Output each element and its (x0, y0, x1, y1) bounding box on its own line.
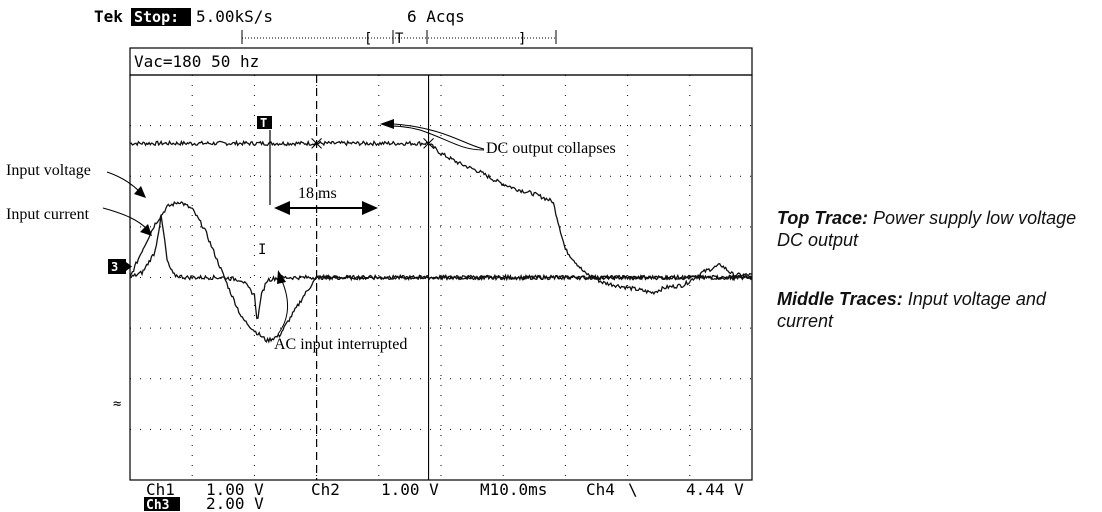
record-bracket-left: [ (364, 31, 372, 47)
svg-text:3: 3 (111, 260, 118, 274)
sample-rate: 5.00kS/s (196, 7, 273, 26)
top-trace-caption: Top Trace: Power supply low voltage DC o… (777, 207, 1102, 251)
waveform-traces (129, 137, 753, 344)
interval-arrow (274, 201, 378, 215)
trigger-slope-icon: \ (628, 480, 638, 499)
dc-collapse-arrowhead-upper (380, 119, 394, 129)
cursor-glyph: I (258, 242, 266, 258)
timebase-readout: M10.0ms (480, 480, 547, 499)
ch2-label: Ch2 (311, 480, 340, 499)
record-position-bar: [ T ] (241, 30, 557, 47)
middle-traces-caption: Middle Traces: Input voltage and current (777, 288, 1102, 332)
dc-output-collapses-label: DC output collapses (486, 140, 616, 157)
record-bracket-right: ] (518, 31, 526, 47)
input-voltage-label: Input voltage (6, 162, 91, 179)
trigger-level-readout: 4.44 V (686, 480, 744, 499)
ch2-scale: 1.00 V (381, 480, 439, 499)
ac-interrupted-arrowhead (277, 270, 286, 284)
ch1-scale: 1.00 V (206, 480, 264, 499)
trigger-position-marker: T (257, 116, 272, 130)
input-voltage-leader (106, 171, 141, 193)
middle-traces-title: Middle Traces: (777, 289, 903, 309)
ch3-ground-marker: 3 (108, 259, 132, 274)
ac-input-interrupted-label: AC input interrupted (274, 336, 407, 353)
dc-trace-collapse-mark (423, 137, 434, 149)
input-current-arrowhead (140, 224, 152, 236)
input-voltage-arrowhead (134, 186, 146, 198)
stop-badge: Stop: (134, 8, 179, 26)
trace-dc-output (129, 139, 753, 295)
ch3-scale: 2.00 V (206, 494, 264, 512)
dc-collapse-leader-lower (389, 125, 485, 151)
middle-traces-text: Input voltage and current (777, 289, 1046, 331)
ch1-label: Ch1 (146, 480, 175, 499)
ch3-label-bg (144, 497, 180, 511)
stop-badge-bg (131, 8, 191, 26)
dc-collapse-leader-upper (393, 123, 485, 150)
ac-interrupted-leader (277, 280, 288, 335)
measurement-text: Vac=180 50 hz (134, 52, 259, 71)
top-trace-text: Power supply low voltage DC output (777, 208, 1077, 250)
tilde-marker: ≈ (113, 396, 121, 412)
acquisition-count: 6 Acqs (407, 7, 465, 26)
trigger-box-label: T (260, 116, 267, 130)
trigger-channel-readout: Ch4 (586, 480, 615, 499)
interval-label: 18 ms (298, 185, 337, 202)
input-current-label: Input current (6, 206, 90, 223)
trace-input-current (129, 214, 753, 320)
trace-input-voltage (129, 200, 753, 344)
input-current-leader (102, 207, 148, 230)
dc-trace-interrupt-mark (311, 137, 322, 149)
scope-brand: Tek (94, 7, 123, 26)
ch3-label: Ch3 (146, 498, 169, 512)
measurement-box (129, 47, 753, 76)
top-trace-title: Top Trace: (777, 208, 869, 228)
record-trigger-marker: T (395, 31, 404, 47)
